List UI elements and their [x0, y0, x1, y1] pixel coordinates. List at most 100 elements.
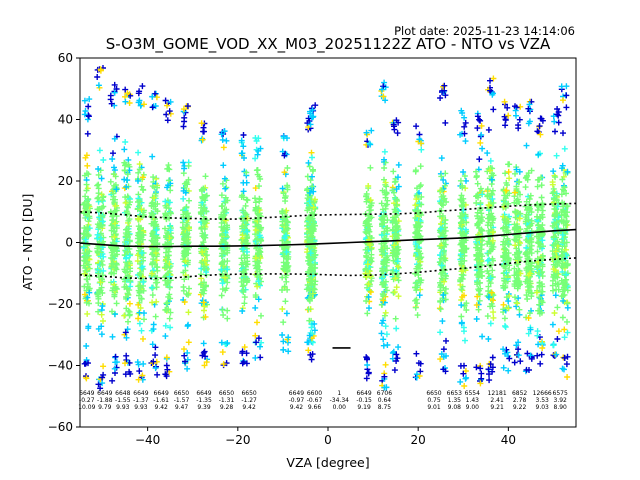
data-point	[124, 226, 130, 233]
data-point	[165, 256, 172, 263]
data-point	[381, 148, 388, 155]
data-point	[95, 166, 102, 172]
data-point	[381, 156, 387, 163]
data-point	[309, 351, 316, 358]
data-point	[152, 235, 158, 242]
data-point	[200, 284, 207, 291]
data-point	[366, 233, 373, 240]
column-stat-label: 9.19	[357, 404, 371, 411]
data-point	[86, 289, 93, 296]
data-point	[202, 353, 209, 360]
data-point	[135, 177, 141, 184]
data-point	[122, 329, 129, 336]
column-stat-label: 6649	[289, 390, 304, 397]
column-stat-label: 9.47	[175, 404, 189, 411]
data-point	[253, 339, 260, 346]
data-point	[112, 202, 119, 209]
data-point	[182, 358, 188, 365]
data-point	[83, 152, 90, 159]
x-tick-label: 40	[501, 433, 516, 447]
data-point	[113, 300, 120, 307]
data-point	[219, 180, 226, 187]
data-point	[367, 289, 374, 295]
data-point	[279, 185, 286, 192]
data-point	[125, 217, 132, 224]
data-point	[220, 361, 227, 368]
data-point	[84, 162, 91, 169]
data-point	[282, 222, 289, 229]
data-point	[223, 360, 230, 367]
data-point	[244, 254, 251, 261]
column-stat-label: 6649	[97, 390, 112, 397]
data-point	[185, 309, 192, 316]
data-point	[284, 165, 291, 171]
column-stat-label: 6649	[133, 390, 148, 397]
data-point	[166, 108, 173, 115]
data-point	[252, 254, 259, 261]
data-point	[219, 136, 226, 143]
data-point	[167, 309, 174, 316]
data-point	[311, 286, 318, 293]
data-point	[239, 308, 246, 314]
data-point	[257, 343, 263, 350]
data-point	[180, 159, 187, 166]
data-point	[308, 356, 315, 363]
data-point	[111, 270, 117, 277]
data-point	[136, 271, 143, 278]
data-point	[95, 181, 102, 188]
data-point	[218, 253, 225, 260]
column-stat-label: 1.35	[448, 397, 462, 404]
data-point	[121, 176, 128, 183]
data-point	[126, 287, 133, 294]
data-point	[100, 363, 107, 370]
column-stat-label: -1.57	[174, 397, 190, 404]
data-point	[311, 320, 318, 327]
data-point	[368, 127, 375, 134]
data-point	[219, 306, 226, 313]
data-point	[111, 135, 118, 142]
data-point	[110, 171, 117, 177]
data-point	[257, 176, 264, 182]
data-point	[82, 236, 89, 243]
data-point	[138, 295, 145, 302]
data-point	[100, 203, 107, 210]
data-point	[137, 216, 144, 223]
column-stat-label: 10.09	[78, 404, 95, 411]
data-point	[126, 368, 133, 375]
column-stat-label: -1.37	[133, 397, 149, 404]
data-point	[138, 183, 145, 190]
data-point	[284, 182, 291, 189]
data-point	[363, 298, 370, 304]
data-point	[137, 305, 144, 311]
data-point	[124, 90, 131, 97]
data-point	[381, 189, 388, 196]
data-point	[252, 199, 259, 206]
data-point	[284, 135, 290, 142]
data-point	[312, 102, 319, 109]
data-point	[309, 173, 315, 180]
data-point	[305, 159, 312, 166]
data-point	[256, 198, 263, 205]
data-point	[256, 260, 263, 266]
data-point	[203, 269, 210, 276]
data-point	[111, 365, 118, 372]
data-point	[150, 211, 157, 218]
data-point	[255, 147, 262, 154]
column-stat-label: 6575	[553, 390, 568, 397]
data-point	[243, 179, 250, 186]
data-point	[307, 250, 314, 257]
data-point	[181, 237, 188, 244]
data-point	[162, 371, 169, 378]
data-point	[86, 96, 93, 103]
data-point	[224, 242, 231, 249]
data-point	[381, 249, 388, 256]
y-axis-label: ATO - NTO [DU]	[20, 194, 35, 291]
data-point	[379, 320, 385, 327]
data-point	[136, 161, 143, 168]
data-point	[167, 98, 174, 105]
column-stat-label: 9.22	[513, 404, 527, 411]
data-point	[136, 166, 143, 173]
column-stat-label: 6554	[465, 390, 480, 397]
data-point	[309, 107, 316, 114]
data-point	[135, 99, 142, 106]
